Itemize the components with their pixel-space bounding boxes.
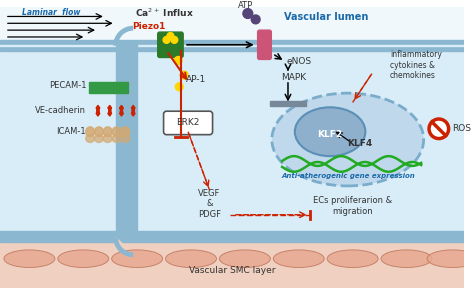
Ellipse shape (103, 135, 112, 143)
Text: AP-1: AP-1 (186, 75, 206, 84)
Circle shape (180, 71, 188, 79)
Text: Anti-atherogenic gene expression: Anti-atherogenic gene expression (282, 173, 416, 179)
Text: KLF4: KLF4 (347, 139, 372, 148)
FancyArrow shape (131, 105, 135, 113)
Ellipse shape (121, 135, 130, 143)
Circle shape (174, 56, 182, 64)
Ellipse shape (103, 127, 112, 137)
FancyArrow shape (119, 105, 123, 113)
FancyArrow shape (108, 105, 112, 113)
Ellipse shape (4, 250, 55, 268)
Text: ERK2: ERK2 (176, 118, 200, 127)
Text: KLF2: KLF2 (318, 130, 343, 139)
Ellipse shape (86, 127, 94, 137)
Ellipse shape (381, 250, 432, 268)
FancyArrow shape (96, 108, 100, 116)
Ellipse shape (165, 250, 217, 268)
Ellipse shape (58, 250, 109, 268)
Circle shape (243, 9, 253, 18)
Text: ECs proliferarion &
migration: ECs proliferarion & migration (313, 196, 392, 216)
Bar (0, 40, 465, 45)
Bar (0, 46, 465, 237)
Text: Laminar  flow: Laminar flow (21, 8, 80, 17)
Ellipse shape (112, 127, 121, 137)
Text: ICAM-1: ICAM-1 (56, 127, 86, 136)
Text: Vascular SMC layer: Vascular SMC layer (189, 266, 275, 275)
FancyBboxPatch shape (164, 111, 212, 135)
Bar (89, 82, 128, 87)
Polygon shape (116, 7, 133, 46)
Ellipse shape (327, 250, 378, 268)
Circle shape (251, 15, 260, 24)
Ellipse shape (295, 107, 365, 156)
Bar (0, 231, 465, 236)
Ellipse shape (86, 135, 94, 143)
Ellipse shape (94, 127, 103, 137)
Text: eNOS: eNOS (286, 57, 311, 66)
Circle shape (167, 33, 174, 39)
Circle shape (429, 119, 448, 139)
Text: PECAM-1: PECAM-1 (49, 81, 86, 90)
Bar (0, 46, 465, 51)
FancyArrow shape (131, 108, 135, 116)
FancyBboxPatch shape (158, 32, 183, 58)
Bar (116, 42, 137, 237)
Bar (270, 101, 306, 106)
Ellipse shape (112, 250, 163, 268)
Text: VEGF
&
PDGF: VEGF & PDGF (198, 189, 221, 219)
Ellipse shape (121, 127, 130, 137)
Bar (0, 237, 465, 288)
FancyArrow shape (96, 105, 100, 113)
Polygon shape (116, 237, 133, 255)
Ellipse shape (112, 135, 121, 143)
Circle shape (171, 37, 178, 43)
Ellipse shape (427, 250, 474, 268)
Ellipse shape (219, 250, 270, 268)
Text: Ca$^{2+}$ Influx: Ca$^{2+}$ Influx (135, 6, 194, 19)
Text: inflammatory
cytokines &
chemokines: inflammatory cytokines & chemokines (390, 50, 442, 80)
Ellipse shape (273, 250, 324, 268)
Bar (0, 237, 465, 242)
FancyBboxPatch shape (257, 30, 271, 59)
Bar (89, 88, 128, 93)
Text: ROS: ROS (453, 124, 472, 133)
Circle shape (175, 83, 183, 91)
Text: MAPK: MAPK (281, 73, 306, 82)
FancyArrow shape (119, 108, 123, 116)
Ellipse shape (272, 93, 424, 186)
Text: VE-cadherin: VE-cadherin (35, 106, 86, 115)
Text: Piezo1: Piezo1 (132, 22, 165, 31)
Ellipse shape (94, 135, 103, 143)
FancyArrow shape (108, 108, 112, 116)
Text: ATP: ATP (238, 1, 254, 10)
Text: Vascular lumen: Vascular lumen (284, 12, 368, 22)
Bar (0, 45, 465, 46)
Circle shape (163, 37, 170, 43)
Bar (0, 7, 465, 46)
